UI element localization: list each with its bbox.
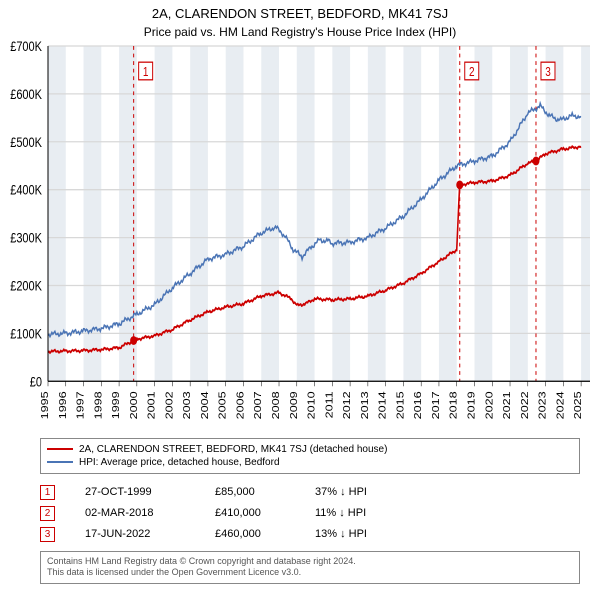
svg-text:2024: 2024 [555, 391, 566, 419]
chart-title: 2A, CLARENDON STREET, BEDFORD, MK41 7SJ [0, 6, 600, 21]
svg-text:£400K: £400K [10, 183, 42, 199]
svg-text:2020: 2020 [484, 391, 495, 419]
svg-text:2019: 2019 [467, 391, 478, 419]
legend-item: HPI: Average price, detached house, Bedf… [47, 456, 573, 469]
svg-text:2003: 2003 [182, 391, 193, 419]
svg-text:1996: 1996 [58, 391, 69, 419]
svg-text:2005: 2005 [218, 391, 229, 419]
svg-text:2023: 2023 [538, 391, 549, 419]
marker-date: 17-JUN-2022 [85, 528, 185, 540]
svg-text:2017: 2017 [431, 391, 442, 419]
marker-price: £85,000 [215, 486, 285, 498]
marker-row: 3 17-JUN-2022 £460,000 13% ↓ HPI [40, 524, 580, 545]
marker-badge: 1 [40, 485, 55, 500]
svg-text:2014: 2014 [378, 391, 389, 419]
svg-text:2: 2 [469, 66, 475, 79]
chart-titles: 2A, CLARENDON STREET, BEDFORD, MK41 7SJ … [0, 0, 600, 41]
svg-text:2025: 2025 [573, 391, 584, 419]
page-container: 2A, CLARENDON STREET, BEDFORD, MK41 7SJ … [0, 0, 600, 590]
legend-swatch [47, 448, 73, 450]
marker-hpi: 37% ↓ HPI [315, 486, 415, 498]
legend-swatch [47, 461, 73, 463]
svg-text:1998: 1998 [93, 391, 104, 419]
footer-line-2: This data is licensed under the Open Gov… [47, 567, 573, 579]
svg-text:£200K: £200K [10, 278, 42, 294]
svg-text:2021: 2021 [502, 391, 513, 419]
marker-price: £410,000 [215, 507, 285, 519]
svg-text:3: 3 [545, 66, 551, 79]
svg-text:2016: 2016 [413, 391, 424, 419]
legend-item: 2A, CLARENDON STREET, BEDFORD, MK41 7SJ … [47, 443, 573, 456]
svg-text:1995: 1995 [40, 391, 51, 419]
svg-text:2001: 2001 [147, 391, 158, 419]
svg-text:£700K: £700K [10, 41, 42, 54]
marker-row: 1 27-OCT-1999 £85,000 37% ↓ HPI [40, 482, 580, 503]
svg-text:£600K: £600K [10, 87, 42, 103]
chart-subtitle: Price paid vs. HM Land Registry's House … [0, 25, 600, 39]
marker-date: 27-OCT-1999 [85, 486, 185, 498]
chart-area: £0 £100K £200K £300K £400K £500K £600K £700K 199… [0, 41, 600, 432]
svg-text:2010: 2010 [307, 391, 318, 419]
svg-text:2006: 2006 [236, 391, 247, 419]
marker-hpi: 11% ↓ HPI [315, 507, 415, 519]
svg-text:2000: 2000 [129, 391, 140, 419]
svg-text:2012: 2012 [342, 391, 353, 419]
svg-text:2013: 2013 [360, 391, 371, 419]
svg-text:2018: 2018 [449, 391, 460, 419]
marker-row: 2 02-MAR-2018 £410,000 11% ↓ HPI [40, 503, 580, 524]
footer-line-1: Contains HM Land Registry data © Crown c… [47, 556, 573, 568]
legend-label: HPI: Average price, detached house, Bedf… [79, 457, 280, 468]
svg-text:£300K: £300K [10, 230, 42, 246]
svg-text:2002: 2002 [164, 391, 175, 419]
svg-text:2015: 2015 [395, 391, 406, 419]
svg-text:2022: 2022 [520, 391, 531, 419]
svg-text:£500K: £500K [10, 135, 42, 151]
svg-text:2009: 2009 [289, 391, 300, 419]
marker-table: 1 27-OCT-1999 £85,000 37% ↓ HPI 2 02-MAR-2018… [40, 482, 580, 545]
svg-text:1997: 1997 [76, 391, 87, 419]
footer-attribution: Contains HM Land Registry data © Crown c… [40, 551, 580, 584]
svg-text:1999: 1999 [111, 391, 122, 419]
line-chart-svg: £0 £100K £200K £300K £400K £500K £600K £700K 199… [0, 41, 600, 432]
marker-badge: 3 [40, 527, 55, 542]
svg-text:2011: 2011 [324, 391, 335, 418]
legend-label: 2A, CLARENDON STREET, BEDFORD, MK41 7SJ … [79, 444, 387, 455]
marker-hpi: 13% ↓ HPI [315, 528, 415, 540]
legend: 2A, CLARENDON STREET, BEDFORD, MK41 7SJ … [40, 438, 580, 474]
svg-text:1: 1 [143, 66, 149, 79]
svg-text:2008: 2008 [271, 391, 282, 419]
svg-text:£0: £0 [30, 374, 42, 390]
marker-badge: 2 [40, 506, 55, 521]
marker-price: £460,000 [215, 528, 285, 540]
svg-text:2007: 2007 [253, 391, 264, 419]
svg-text:2004: 2004 [200, 391, 211, 419]
marker-date: 02-MAR-2018 [85, 507, 185, 519]
svg-text:£100K: £100K [10, 326, 42, 342]
